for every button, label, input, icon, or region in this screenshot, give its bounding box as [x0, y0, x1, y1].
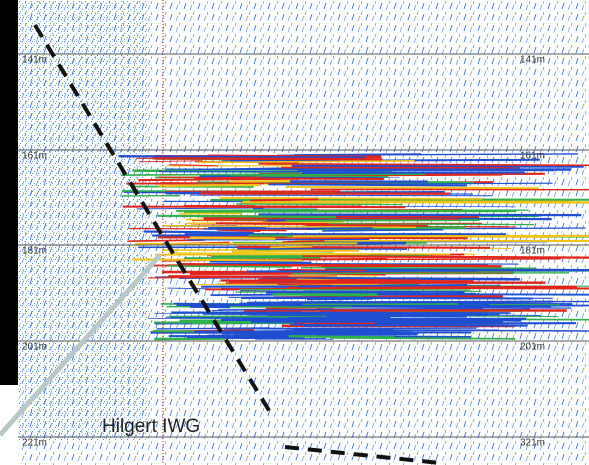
echo-streak — [303, 290, 464, 293]
echo-streak — [168, 275, 283, 278]
echo-streak — [202, 312, 488, 316]
echo-streak — [277, 283, 334, 286]
depth-label: 221m — [22, 438, 47, 449]
depth-label: 201m — [520, 342, 545, 353]
echo-streak — [293, 239, 589, 242]
depth-label: 321m — [520, 438, 545, 449]
echo-streak — [269, 245, 313, 249]
echo-streak — [219, 196, 483, 200]
echo-streak — [208, 154, 323, 157]
echo-streak — [258, 163, 589, 167]
echo-streak — [157, 214, 337, 219]
echo-streak — [303, 323, 397, 327]
echo-streak — [131, 258, 303, 262]
echo-streak — [277, 268, 366, 272]
echo-streak — [162, 248, 324, 251]
echo-streak — [222, 331, 428, 335]
echo-streak — [320, 285, 577, 290]
depth-label: 141m — [520, 55, 545, 66]
depth-label: 181m — [22, 246, 47, 257]
echo-streak — [285, 185, 539, 190]
echo-streak — [203, 216, 295, 221]
echo-streak — [305, 223, 535, 226]
echo-streak — [190, 194, 492, 197]
echo-streak — [257, 209, 529, 212]
echo-streak — [270, 258, 561, 261]
depth-label: 181m — [520, 246, 545, 257]
echo-streak — [229, 173, 426, 176]
pointer-line — [0, 253, 162, 437]
echo-streak — [282, 240, 325, 243]
echo-streak — [306, 224, 429, 227]
echo-streak — [301, 171, 526, 174]
echo-streak — [298, 168, 572, 172]
echo-streak — [194, 329, 370, 334]
echo-streak — [300, 267, 536, 269]
echo-streak — [298, 284, 468, 288]
echo-streak — [236, 203, 403, 206]
echo-streak — [258, 213, 582, 217]
echo-streak — [187, 238, 370, 241]
echo-streak — [250, 198, 319, 202]
echo-streak — [268, 182, 553, 186]
echo-streak — [206, 262, 519, 265]
boundary-line — [284, 445, 441, 465]
echo-streak — [197, 160, 415, 164]
echo-streak — [325, 267, 589, 271]
echo-streak — [138, 160, 203, 163]
echo-streak — [118, 155, 366, 159]
echo-streak — [152, 157, 383, 161]
echo-streak — [203, 227, 373, 230]
echo-streak — [242, 317, 527, 321]
echo-streak — [229, 179, 295, 183]
echo-streak — [169, 164, 218, 167]
echo-streak — [152, 233, 443, 237]
echo-streak — [163, 224, 417, 228]
echo-streak — [292, 272, 569, 275]
echo-streak — [232, 249, 359, 253]
echo-streak — [272, 217, 459, 220]
annotation: Hilgert IWG — [102, 416, 200, 437]
echo-streak — [228, 296, 553, 299]
echo-streak — [217, 229, 261, 232]
echo-streak — [154, 337, 226, 341]
echo-streak — [131, 185, 254, 188]
echo-streak — [285, 219, 480, 222]
echo-streak — [293, 300, 344, 304]
echo-streak — [330, 336, 516, 340]
depth-label: 201m — [22, 342, 47, 353]
echo-streak — [277, 153, 579, 156]
echo-streak — [209, 260, 312, 264]
echo-streak — [171, 311, 511, 314]
echo-streak — [317, 307, 484, 310]
echo-streak — [136, 207, 264, 210]
echo-streak — [156, 327, 270, 330]
echo-streak — [326, 314, 467, 318]
noise-field-dense — [18, 0, 148, 440]
echo-streak — [189, 236, 276, 240]
echo-streak — [194, 176, 385, 180]
depth-label: 141m — [22, 55, 47, 66]
depth-label: 161m — [22, 151, 47, 162]
echo-streak — [261, 276, 520, 281]
echo-streak — [284, 269, 329, 273]
echo-streak — [154, 312, 228, 314]
echo-streak — [168, 252, 451, 255]
left-strip — [0, 0, 18, 385]
echo-streak — [158, 183, 260, 188]
echo-streak — [220, 279, 474, 283]
echo-streak — [167, 265, 291, 268]
echo-streak — [302, 303, 458, 306]
depth-label: 161m — [520, 151, 545, 162]
echo-streak — [302, 255, 589, 259]
depth-lines — [18, 53, 589, 438]
echo-streak — [242, 304, 552, 308]
echo-layer — [118, 153, 589, 341]
echo-streak — [322, 228, 444, 232]
